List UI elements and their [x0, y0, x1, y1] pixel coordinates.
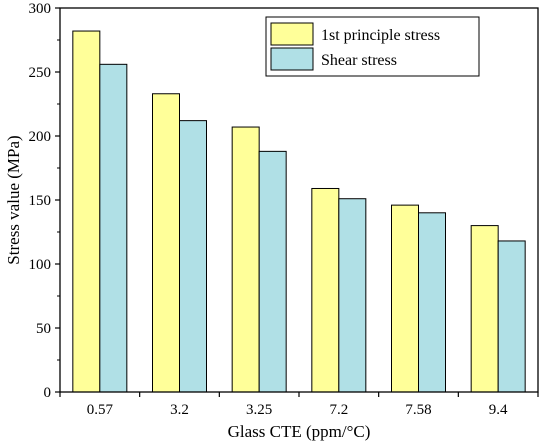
y-tick-label: 300	[29, 1, 52, 17]
y-tick-label: 200	[29, 129, 52, 145]
bar-1st-principle-stress-0-57	[72, 30, 101, 393]
y-tick-label: 250	[29, 65, 52, 81]
bar-1st-principle-stress-9-4	[470, 225, 499, 393]
bar-1st-principle-stress-7-2	[311, 187, 340, 393]
bar-shear-stress-9-4	[497, 240, 526, 393]
bar-shear-stress-3-25	[258, 150, 287, 393]
x-tick-label: 9.4	[489, 402, 508, 418]
y-tick-label: 0	[44, 385, 52, 401]
legend-swatch-shear-stress	[270, 47, 314, 71]
y-tick-label: 150	[29, 193, 52, 209]
bar-1st-principle-stress-7-58	[391, 204, 419, 393]
legend-label-shear-stress: Shear stress	[321, 52, 397, 69]
legend-label-1st-principle-stress: 1st principle stress	[321, 27, 440, 44]
bar-shear-stress-7-2	[338, 198, 367, 393]
y-tick-label: 50	[36, 321, 51, 337]
x-tick-label: 7.58	[405, 402, 431, 418]
x-tick-label: 7.2	[329, 402, 348, 418]
bar-1st-principle-stress-3-25	[231, 126, 260, 393]
x-axis-title: Glass CTE (ppm/°C)	[228, 422, 371, 441]
bar-shear-stress-7-58	[418, 212, 446, 393]
legend: 1st principle stress Shear stress	[265, 16, 480, 77]
bar-shear-stress-0-57	[99, 63, 128, 393]
legend-swatch-1st-principle-stress	[270, 22, 314, 46]
x-tick-label: 3.25	[246, 402, 272, 418]
axes-layer: 0 50 100 150 200 250 300 0.57 3.2 3.25 7.2 7.58 9.4	[29, 1, 539, 418]
bar-1st-principle-stress-3-2	[152, 93, 180, 393]
x-tick-label: 3.2	[170, 402, 189, 418]
bar-shear-stress-3-2	[179, 120, 207, 393]
y-tick-label: 100	[29, 257, 52, 273]
y-axis-title: Stress value (MPa)	[4, 135, 23, 264]
x-tick-label: 0.57	[87, 402, 114, 418]
bars-layer	[72, 30, 526, 393]
